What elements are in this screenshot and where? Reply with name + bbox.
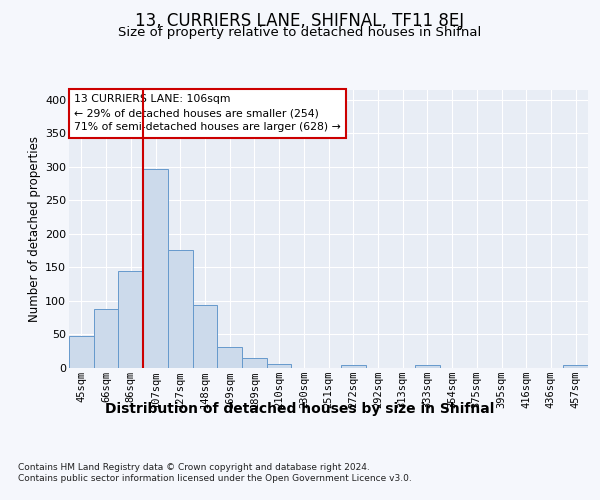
Y-axis label: Number of detached properties: Number of detached properties <box>28 136 41 322</box>
Bar <box>415 366 440 368</box>
Bar <box>168 250 193 368</box>
Text: 13, CURRIERS LANE, SHIFNAL, TF11 8EJ: 13, CURRIERS LANE, SHIFNAL, TF11 8EJ <box>136 12 464 30</box>
Text: Size of property relative to detached houses in Shifnal: Size of property relative to detached ho… <box>118 26 482 39</box>
Bar <box>193 306 217 368</box>
Text: 13 CURRIERS LANE: 106sqm
← 29% of detached houses are smaller (254)
71% of semi-: 13 CURRIERS LANE: 106sqm ← 29% of detach… <box>74 94 341 132</box>
Bar <box>267 364 292 368</box>
Bar <box>242 358 267 368</box>
Bar <box>69 336 94 368</box>
Bar <box>94 308 118 368</box>
Bar <box>341 366 365 368</box>
Bar <box>217 348 242 368</box>
Text: Contains public sector information licensed under the Open Government Licence v3: Contains public sector information licen… <box>18 474 412 483</box>
Text: Distribution of detached houses by size in Shifnal: Distribution of detached houses by size … <box>106 402 494 416</box>
Text: Contains HM Land Registry data © Crown copyright and database right 2024.: Contains HM Land Registry data © Crown c… <box>18 462 370 471</box>
Bar <box>143 169 168 368</box>
Bar <box>563 366 588 368</box>
Bar <box>118 270 143 368</box>
